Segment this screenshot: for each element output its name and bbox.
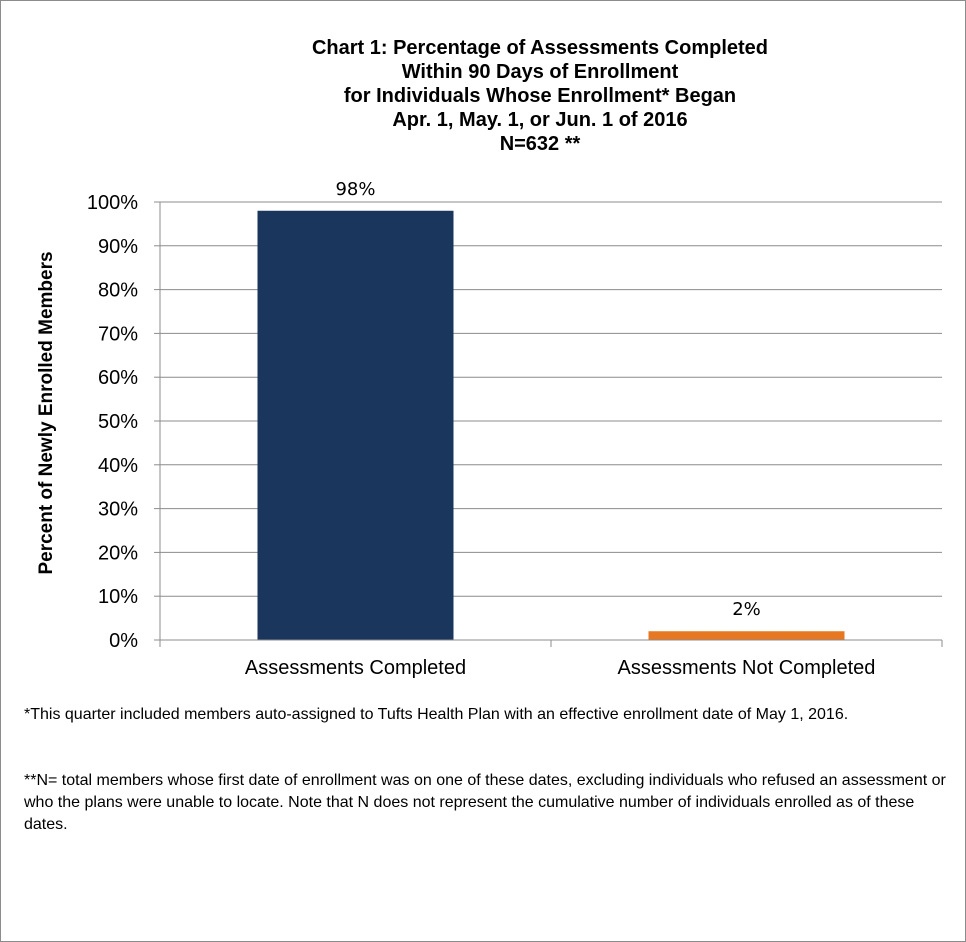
chart-title-line-5: N=632 **: [499, 133, 581, 155]
y-tick-label: 60%: [98, 367, 138, 389]
data-label: 2%: [732, 599, 761, 620]
bar: [257, 210, 454, 640]
y-tick-label: 70%: [98, 323, 138, 345]
y-tick-label: 100%: [87, 192, 138, 214]
footnote-n-definition: **N= total members whose first date of e…: [24, 772, 946, 833]
y-tick-label: 90%: [98, 236, 138, 258]
chart-title-line-3: for Individuals Whose Enrollment* Began: [343, 85, 737, 107]
y-tick-label: 40%: [98, 455, 138, 477]
chart-title-line-2: Within 90 Days of Enrollment: [401, 61, 679, 83]
x-tick-label: Assessments Not Completed: [618, 657, 876, 679]
y-tick-label: 80%: [98, 280, 138, 302]
y-tick-label: 0%: [109, 630, 138, 652]
chart-title-line-1: Chart 1: Percentage of Assessments Compl…: [311, 37, 769, 59]
chart-title-line-4: Apr. 1, May. 1, or Jun. 1 of 2016: [392, 109, 688, 131]
x-tick-label: Assessments Completed: [245, 657, 466, 679]
bar: [648, 631, 845, 640]
y-axis-label: Percent of Newly Enrolled Members: [36, 251, 57, 574]
y-tick-label: 10%: [98, 586, 138, 608]
bar-chart: 0% 10% 20% 30% 40% 50% 60% 70% 80% 90% 100% 98% Asse…: [36, 179, 943, 679]
y-tick-label: 50%: [98, 411, 138, 433]
footnote-auto-assigned: *This quarter included members auto-assi…: [24, 706, 849, 723]
data-label: 98%: [335, 179, 375, 200]
chart-title: Chart 1: Percentage of Assessments Compl…: [160, 36, 920, 156]
y-tick-label: 30%: [98, 499, 138, 521]
y-tick-label: 20%: [98, 542, 138, 564]
